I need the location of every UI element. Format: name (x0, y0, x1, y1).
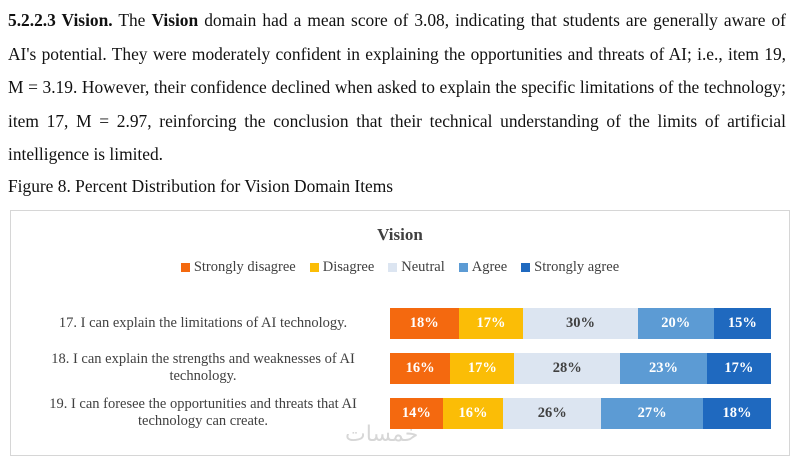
text: The (118, 10, 146, 30)
bar-segment: 20% (637, 308, 714, 339)
data-label: 17% (467, 360, 497, 376)
category-label: 19. I can foresee the opportunities and … (49, 396, 357, 429)
chart-title: Vision (377, 225, 423, 244)
term: Vision (151, 10, 199, 30)
data-label: 23% (648, 360, 678, 376)
legend-label: Strongly agree (534, 259, 620, 275)
legend-item: Strongly agree (521, 259, 619, 276)
bar-segment: 30% (523, 308, 638, 339)
legend: Strongly disagree Disagree Neutral Agree Str… (11, 259, 789, 276)
bar-segment: 17% (458, 308, 524, 339)
heading: 5.2.2.3 Vision. (8, 10, 113, 30)
bar-segment: 16% (442, 398, 504, 429)
legend-item: Agree (458, 259, 508, 276)
bar-segment: 16% (390, 353, 451, 384)
data-label: 16% (405, 360, 435, 376)
caption: Figure 8. Percent Distribution for Visio… (8, 176, 394, 196)
data-label: 17% (724, 360, 754, 376)
bar-segment: 17% (706, 353, 771, 384)
data-label: 14% (401, 405, 431, 421)
data-label: 27% (637, 405, 667, 421)
legend-swatch (521, 263, 531, 272)
watermark: خمسات (345, 422, 419, 447)
legend-swatch (458, 263, 468, 272)
legend-item: Neutral (388, 259, 445, 276)
bar-segment: 26% (503, 398, 602, 429)
legend-swatch (309, 263, 319, 272)
data-label: 26% (537, 405, 567, 421)
bar-segment: 18% (390, 308, 459, 339)
data-label: 17% (476, 315, 506, 331)
data-label: 15% (727, 315, 757, 331)
category-label: 17. I can explain the limitations of AI … (58, 314, 348, 331)
data-label: 16% (458, 405, 488, 421)
bar-segment: 27% (601, 398, 704, 429)
data-label: 30% (565, 315, 595, 331)
legend-swatch (180, 263, 190, 272)
legend-label: Neutral (401, 259, 445, 275)
category-label: 18. I can explain the strengths and weak… (51, 351, 355, 384)
paragraph: 5.2.2.3 Vision. The Vision domain had a … (8, 4, 786, 172)
legend-item: Disagree (309, 259, 375, 276)
data-label: 20% (661, 315, 691, 331)
bar-segment: 15% (713, 308, 771, 339)
bar-segment: 23% (620, 353, 707, 384)
legend-label: Strongly disagree (193, 259, 296, 275)
legend-label: Disagree (322, 259, 375, 275)
legend-swatch (388, 263, 398, 272)
chart: Vision Strongly disagree Disagree Neutral A… (10, 210, 790, 456)
bar-segment: 28% (514, 353, 621, 384)
data-label: 18% (409, 315, 439, 331)
text: domain had a mean score of 3.08, indicat… (8, 10, 786, 164)
bar-segment: 17% (450, 353, 515, 384)
data-label: 28% (552, 360, 582, 376)
data-label: 18% (722, 405, 752, 421)
bar-segment: 14% (390, 398, 443, 429)
legend-item: Strongly disagree (180, 259, 296, 276)
bar-segment: 18% (703, 398, 771, 429)
legend-label: Agree (471, 259, 508, 275)
